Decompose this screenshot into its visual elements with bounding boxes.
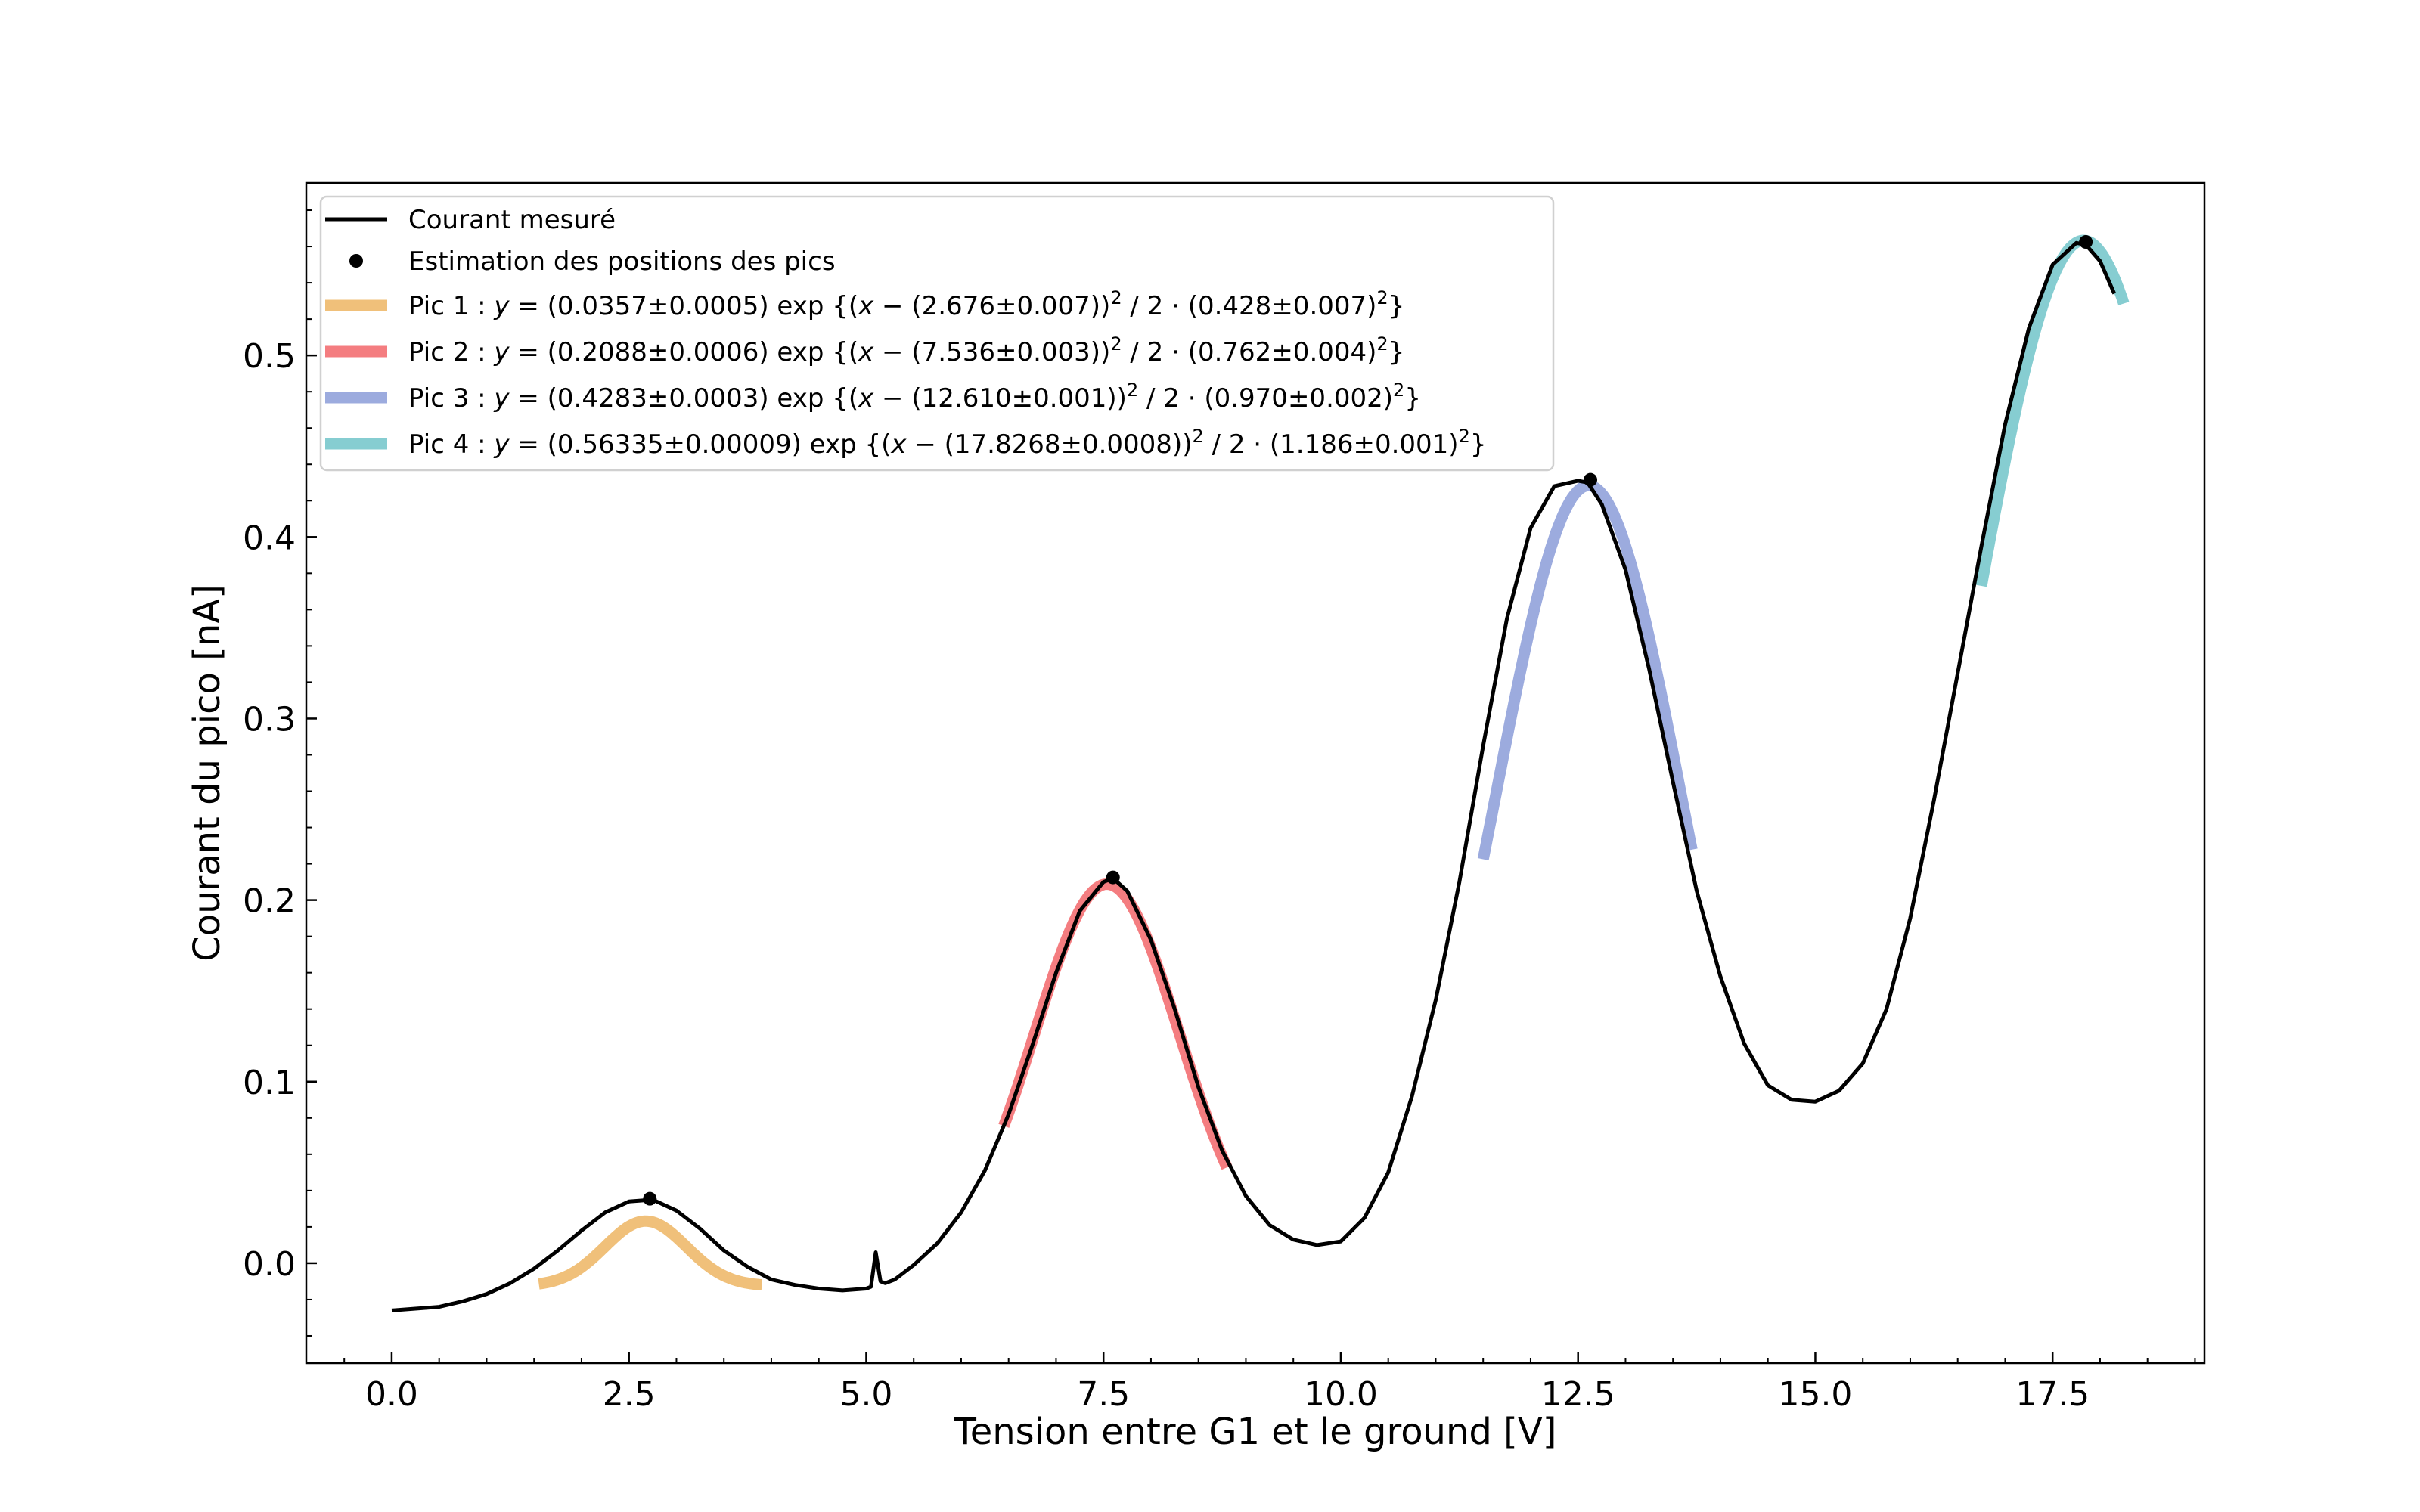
x-axis-label: Tension entre G1 et le ground [V] xyxy=(954,1411,1557,1453)
x-tick-label: 0.0 xyxy=(365,1375,418,1414)
legend-label-measured: Courant mesuré xyxy=(408,205,616,235)
x-tick-label: 12.5 xyxy=(1541,1375,1615,1414)
peak-point xyxy=(1106,870,1120,885)
peak-point xyxy=(1584,472,1598,487)
fit-curve-pic-3 xyxy=(1477,479,1698,860)
fit-curve-pic-1 xyxy=(538,1215,763,1290)
plot-frame xyxy=(305,181,2206,1365)
legend-label-peaks: Estimation des positions des pics xyxy=(408,246,836,277)
measured-curve-layer xyxy=(391,240,2117,1312)
y-tick-label: 0.5 xyxy=(243,337,296,376)
x-tick-label: 2.5 xyxy=(603,1375,656,1414)
x-tick-label: 7.5 xyxy=(1077,1375,1130,1414)
x-tick-label: 5.0 xyxy=(839,1375,892,1414)
legend-label-pic-3: Pic 3 : y = (0.4283±0.0003) exp {(x − (1… xyxy=(408,380,1421,414)
y-axis: 0.0 0.1 0.2 0.3 0.4 0.5 xyxy=(243,209,317,1337)
x-tick-label: 17.5 xyxy=(2015,1375,2090,1414)
peak-point xyxy=(2079,235,2093,249)
legend-label-pic-1: Pic 1 : y = (0.0357±0.0005) exp {(x − (2… xyxy=(408,287,1404,321)
legend-label-pic-4: Pic 4 : y = (0.56335±0.00009) exp {(x − … xyxy=(408,426,1486,460)
x-axis: 0.0 2.5 5.0 7.5 10.0 12.5 15.0 17.5 xyxy=(343,1352,2196,1414)
legend-handle-peaks xyxy=(349,254,363,268)
peak-point xyxy=(643,1191,657,1206)
peak-markers xyxy=(643,235,2093,1206)
legend-box xyxy=(319,195,1555,472)
y-axis-label: Courant du pico [nA] xyxy=(186,584,228,962)
y-tick-label: 0.0 xyxy=(243,1245,296,1284)
legend-label-pic-2: Pic 2 : y = (0.2088±0.0006) exp {(x − (7… xyxy=(408,333,1404,367)
fit-curve-pic-4 xyxy=(1975,234,2130,587)
measured-current-line xyxy=(391,240,2117,1312)
y-tick-label: 0.3 xyxy=(243,700,296,739)
x-tick-label: 15.0 xyxy=(1778,1375,1852,1414)
y-tick-label: 0.1 xyxy=(243,1064,296,1102)
y-tick-label: 0.2 xyxy=(243,882,296,921)
x-tick-label: 10.0 xyxy=(1304,1375,1378,1414)
legend: Courant mesuré Estimation des positions d… xyxy=(319,195,1555,472)
y-tick-label: 0.4 xyxy=(243,519,296,557)
